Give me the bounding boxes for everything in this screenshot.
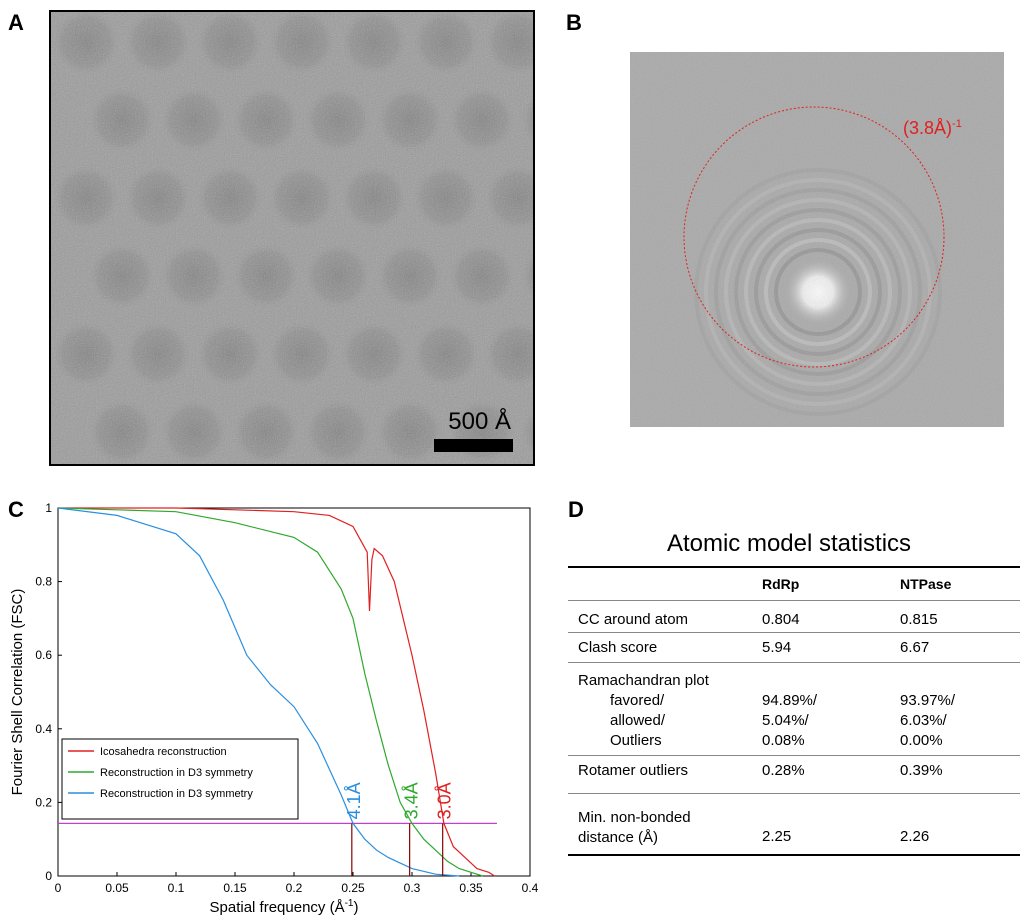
- resolution-label: 3.0Å: [435, 782, 455, 819]
- panel-label-a: A: [8, 10, 24, 35]
- y-tick-label: 0.2: [35, 795, 52, 809]
- allowed-rdrp: 5.04%/: [762, 712, 809, 729]
- table-row: CC around atom 0.804 0.815: [568, 600, 1020, 633]
- nonbonded-label-2: distance (Å): [578, 829, 659, 846]
- rdrp-value: 5.94: [762, 639, 792, 656]
- x-tick-label: 0.35: [459, 881, 483, 895]
- fsc-series-3: [57, 507, 460, 877]
- stats-title: Atomic model statistics: [666, 530, 912, 557]
- allowed-ntpase: 6.03%/: [900, 712, 947, 729]
- legend-entry: Reconstruction in D3 symmetry: [100, 767, 253, 779]
- header-rdrp: RdRp: [762, 576, 800, 592]
- rama-label: Ramachandran plot: [578, 672, 709, 689]
- favored-rdrp: 94.89%/: [762, 692, 818, 709]
- rdrp-value: 0.804: [762, 611, 800, 628]
- power-spectrum-texture: [630, 52, 1004, 427]
- x-tick-label: 0.4: [522, 881, 539, 895]
- ntpase-value: 93.97%/ 6.03%/ 0.00%: [900, 663, 1020, 756]
- fsc-series-2: [57, 507, 483, 877]
- panel-label-d: D: [568, 497, 584, 522]
- panel-label-c: C: [8, 497, 24, 522]
- favored-label: favored/: [610, 692, 665, 709]
- legend-entry: Reconstruction in D3 symmetry: [100, 788, 253, 800]
- table-row: Clash score 5.94 6.67: [568, 632, 1020, 663]
- x-tick-label: 0.15: [223, 881, 247, 895]
- nonbonded-label-1: Min. non-bonded: [578, 809, 691, 826]
- row-label: Rotamer outliers: [578, 762, 689, 779]
- resolution-ring-label: (3.8Å)-1: [903, 118, 962, 138]
- y-tick-label: 0.6: [35, 648, 52, 662]
- x-tick-label: 0.1: [168, 881, 185, 895]
- outliers-rdrp: 0.08%: [762, 732, 805, 749]
- x-axis-label: Spatial frequency (Å-1): [210, 898, 359, 916]
- scale-bar-label: 500 Å: [448, 408, 511, 435]
- micrograph-image: 500 Å: [49, 10, 535, 466]
- power-spectrum-image: (3.8Å)-1: [630, 52, 1004, 427]
- header-blank: [568, 567, 762, 601]
- plot-frame: [57, 507, 531, 877]
- y-tick-label: 0.8: [35, 575, 52, 589]
- model-statistics: Atomic model statistics RdRp NTPase CC a…: [568, 530, 1020, 856]
- ntpase-value: 6.67: [900, 639, 930, 656]
- x-tick-label: 0.05: [105, 881, 129, 895]
- micrograph-texture: [51, 12, 533, 464]
- fsc-chart: 0 0.05 0.1 0.15 0.2 0.25 0.3 0.35 0.4 0 0.2 0.4 0.6 0…: [9, 501, 539, 916]
- row-label: Ramachandran plot favored/ allowed/ Outl…: [568, 663, 762, 756]
- table-row: Rotamer outliers 0.28% 0.39%: [568, 755, 1020, 794]
- row-label: Clash score: [578, 639, 658, 656]
- fsc-series-1: [58, 507, 495, 877]
- outliers-ntpase: 0.00%: [900, 732, 943, 749]
- x-tick-label: 0: [55, 881, 62, 895]
- outliers-label: Outliers: [610, 732, 662, 749]
- rdrp-value: 0.28%: [762, 762, 805, 779]
- legend-entry: Icosahedra reconstruction: [100, 746, 227, 758]
- chart-legend: [61, 738, 299, 820]
- ntpase-value: 2.26: [900, 828, 930, 845]
- allowed-label: allowed/: [610, 712, 666, 729]
- ntpase-value: 0.815: [900, 611, 938, 628]
- resolution-ring: [683, 106, 945, 368]
- table-row: Ramachandran plot favored/ allowed/ Outl…: [568, 662, 1020, 756]
- y-tick-label: 1: [45, 501, 52, 515]
- ntpase-value: 0.39%: [900, 762, 943, 779]
- resolution-label: 3.4Å: [402, 782, 422, 819]
- x-tick-label: 0.3: [404, 881, 421, 895]
- table-header-row: RdRp NTPase: [568, 567, 1020, 601]
- stats-table: RdRp NTPase CC around atom 0.804 0.815 C…: [568, 566, 1020, 856]
- resolution-label: 4.1Å: [344, 782, 364, 819]
- header-ntpase: NTPase: [900, 576, 952, 592]
- rdrp-value: 94.89%/ 5.04%/ 0.08%: [762, 663, 900, 756]
- favored-ntpase: 93.97%/: [900, 692, 956, 709]
- y-axis-label: Fourier Shell Correlation (FSC): [9, 589, 26, 796]
- scale-bar: [434, 439, 513, 452]
- x-tick-label: 0.25: [341, 881, 365, 895]
- y-tick-label: 0: [45, 869, 52, 883]
- row-label: CC around atom: [578, 611, 689, 628]
- table-row: Min. non-bonded distance (Å) 2.25 2.26: [568, 793, 1020, 856]
- panel-label-b: B: [566, 10, 582, 35]
- y-tick-label: 0.4: [35, 722, 52, 736]
- rdrp-value: 2.25: [762, 828, 792, 845]
- row-label: Min. non-bonded distance (Å): [568, 794, 762, 856]
- x-tick-label: 0.2: [286, 881, 303, 895]
